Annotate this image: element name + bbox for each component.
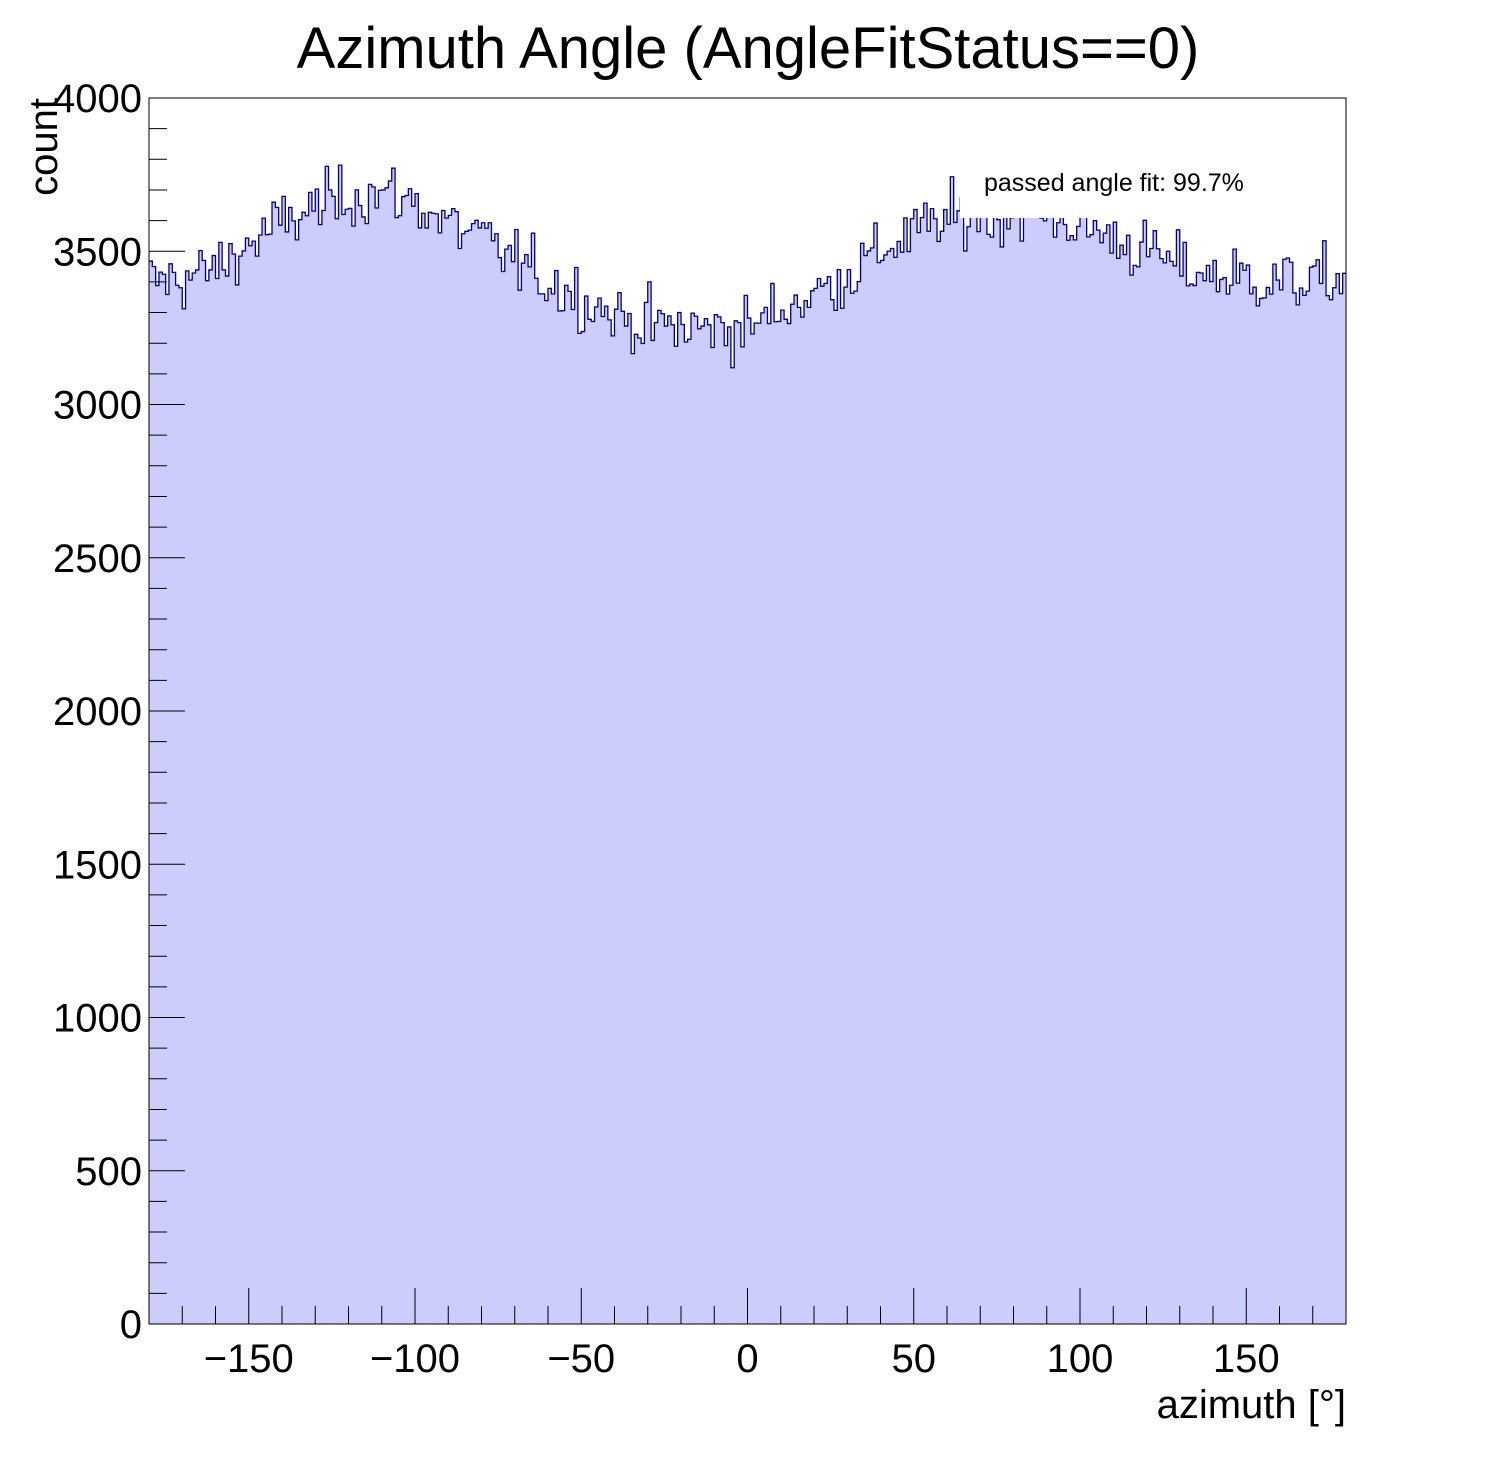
y-tick-label: 1500 xyxy=(53,843,142,887)
x-tick-label: −50 xyxy=(547,1337,615,1381)
histogram-outline xyxy=(149,164,1346,369)
x-tick-label: −150 xyxy=(204,1337,294,1381)
histogram-fill xyxy=(149,165,1346,1324)
y-tick-label: 4000 xyxy=(53,77,142,121)
x-tick-label: 150 xyxy=(1213,1337,1280,1381)
y-tick-label: 0 xyxy=(120,1303,142,1347)
y-axis: 0 500 1000 1500 2000 2500 3000 3500 4000 xyxy=(53,77,185,1347)
y-tick-label: 2500 xyxy=(53,537,142,581)
x-axis-label: azimuth [°] xyxy=(1157,1383,1346,1427)
x-tick-label: 100 xyxy=(1047,1337,1114,1381)
plot-area xyxy=(149,160,1346,1324)
y-axis-label: count xyxy=(22,98,66,196)
y-tick-label: 2000 xyxy=(53,690,142,734)
y-tick-label: 500 xyxy=(75,1150,142,1194)
y-tick-label: 1000 xyxy=(53,997,142,1041)
fit-pass-annotation: passed angle fit: 99.7% xyxy=(984,169,1244,197)
chart-title: Azimuth Angle (AngleFitStatus==0) xyxy=(297,16,1200,81)
x-tick-label: −100 xyxy=(370,1337,460,1381)
x-axis: −150 −100 −50 0 50 100 150 xyxy=(181,1288,1314,1381)
annotation-box xyxy=(960,160,1316,218)
y-tick-label: 3500 xyxy=(53,230,142,274)
x-tick-label: 0 xyxy=(736,1337,758,1381)
y-tick-label: 3000 xyxy=(53,384,142,428)
x-tick-label: 50 xyxy=(892,1337,937,1381)
